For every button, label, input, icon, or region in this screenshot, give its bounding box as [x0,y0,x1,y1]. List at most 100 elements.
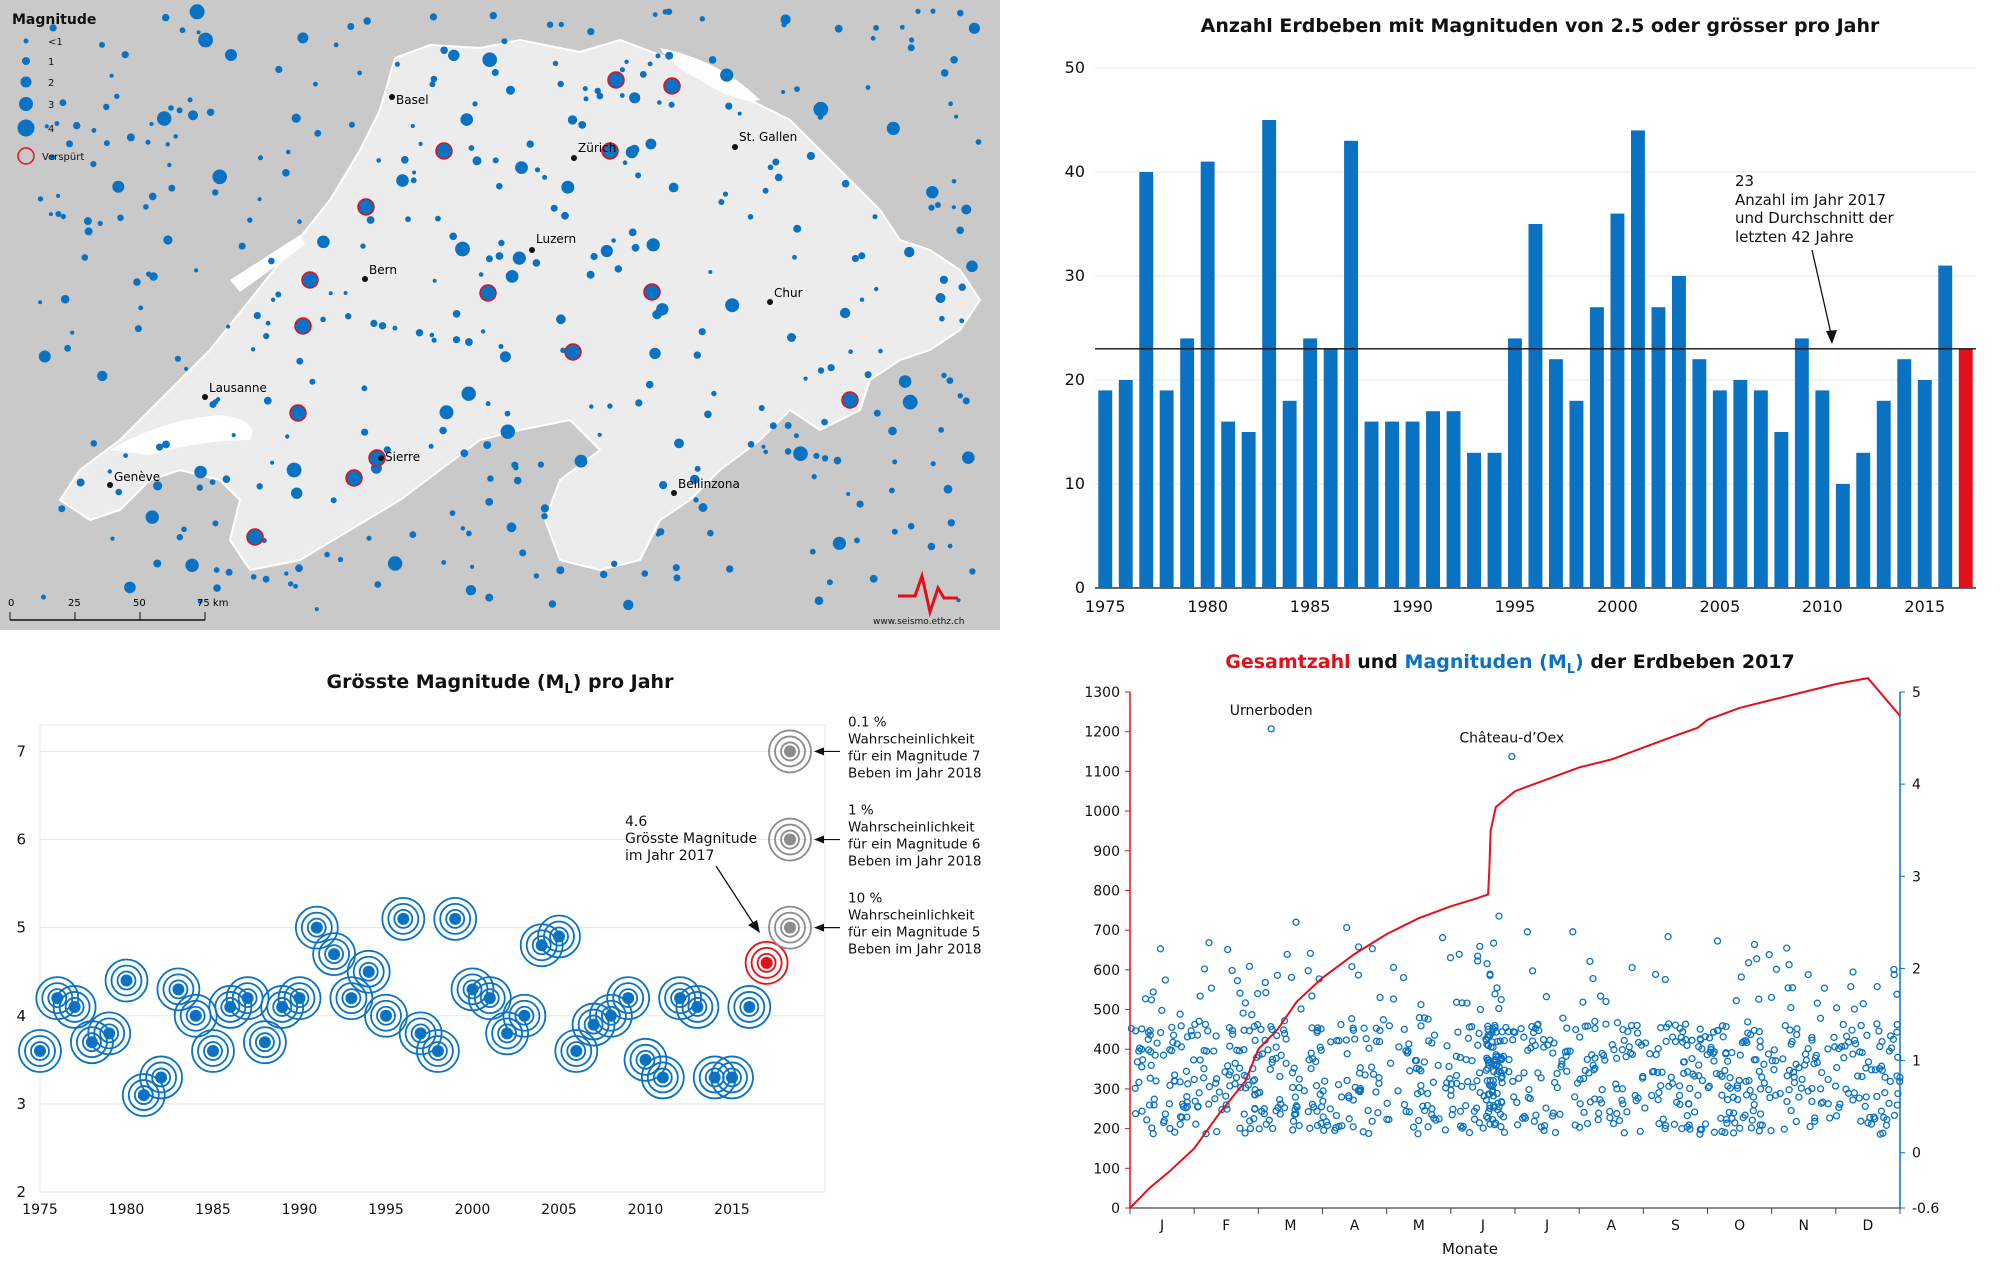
map-earthquake-dot [561,180,575,194]
tl-magnitude-dot [1472,1104,1481,1112]
map-earthquake-dot [645,138,657,150]
timeline-2017-chart-panel: Gesamtzahl und Magnituden (ML) der Erdbe… [1000,630,2000,1259]
map-earthquake-dot [873,25,879,31]
mag-annotation-line-1: Grösste Magnitude [625,831,757,847]
map-earthquake-dot [430,75,438,83]
tl-magnitude-dot [1417,1000,1425,1009]
map-earthquake-dot [314,129,322,137]
tl-magnitude-dot [1531,1024,1540,1033]
tl-magnitude-dot [1489,1101,1498,1110]
tl-magnitude-dot [1783,1097,1791,1106]
map-earthquake-dot [939,275,949,284]
tl-magnitude-dot [1613,1110,1621,1118]
tl-magnitude-dot [1201,1020,1210,1029]
map-earthquake-dot [194,465,207,479]
tl-magnitude-dot [1576,1100,1584,1108]
tl-magnitude-dot [1215,1088,1224,1096]
map-earthquake-dot [115,488,122,496]
tl-magnitude-dot [1464,1034,1473,1042]
tl-magnitude-dot [1237,1083,1245,1092]
map-earthquake-dot [480,329,486,334]
tl-magnitude-dot [1483,960,1491,968]
map-earthquake-dot [38,300,43,305]
tl-magnitude-dot [1313,1028,1321,1036]
mag-point-1982 [139,1055,184,1100]
map-earthquake-dot [250,347,256,352]
map-earthquake-dot [792,254,797,260]
bar-ytick-label: 40 [1065,162,1085,181]
map-earthquake-dot [410,123,415,129]
tl-magnitude-dot [1354,943,1363,951]
tl-magnitude-dot [1333,1036,1341,1045]
tl-magnitude-dot [1268,1058,1276,1067]
map-earthquake-dot [174,355,181,362]
tl-magnitude-dot [1594,1116,1602,1124]
map-earthquake-dot [429,81,436,88]
tl-magnitude-dot [1716,1070,1724,1079]
city-sierre: Sierre [385,450,420,464]
map-earthquake-dot [672,564,680,572]
bar-1996 [1528,224,1543,588]
tl-magnitude-dot [1729,1093,1738,1101]
tl-magnitude-dot [1249,1077,1257,1085]
tl-magnitude-dot [1881,1073,1889,1081]
tl-magnitude-dot [1430,1114,1438,1122]
map-earthquake-dot [611,560,618,567]
tl-magnitude-dot [1485,1090,1494,1098]
bar-1977 [1139,172,1154,588]
tl-magnitude-dot [1291,1093,1300,1101]
tl-magnitude-dot [1496,1037,1504,1045]
tl-magnitude-dot [1804,1087,1812,1095]
tl-magnitude-dot [1710,1057,1718,1065]
tl-magnitude-dot [1205,1083,1214,1091]
mag-point-1996 [381,896,426,941]
tl-magnitude-dot [1499,1113,1508,1121]
tl-magnitude-dot [1826,1114,1834,1122]
tl-magnitude-dot [1830,1033,1838,1042]
tl-left-tick-label: 0 [1111,1201,1120,1217]
tl-left-tick-label: 200 [1093,1122,1120,1138]
tl-magnitude-dot [1312,1057,1320,1066]
tl-magnitude-dot [1595,1109,1603,1117]
tl-magnitude-dot [1876,1130,1884,1138]
tl-magnitude-dot [1240,1026,1248,1034]
tl-magnitude-dot [1304,1108,1312,1116]
tl-month-label: A [1350,1218,1360,1234]
tl-magnitude-dot [1229,1030,1237,1038]
tl-magnitude-dot [1486,971,1494,980]
map-earthquake-dot [959,318,965,324]
map-earthquake-dot [934,202,941,208]
tl-magnitude-dot [1679,1028,1687,1036]
mag-annotation-line-0: 4.6 [625,814,647,830]
map-earthquake-dot [619,67,626,73]
tl-magnitude-dot [1749,1093,1758,1101]
tl-left-tick-label: 400 [1093,1042,1120,1058]
tl-magnitude-dot [1588,1051,1596,1059]
map-earthquake-dot [839,307,851,319]
bar-1976 [1118,380,1133,588]
tl-magnitude-dot [1196,992,1204,1000]
tl-magnitude-dot [1877,1062,1886,1070]
bar-2005 [1712,390,1727,588]
mag-point-1993 [329,976,374,1021]
map-earthquake-dot [969,568,976,575]
map-earthquake-dot [189,4,205,20]
tl-magnitude-dot [1808,1033,1816,1042]
tl-magnitude-dot [1458,999,1466,1007]
tl-magnitude-dot [1770,1066,1778,1074]
tl-magnitude-dot [1824,1075,1832,1084]
tl-magnitude-dot [1801,1050,1810,1058]
tl-magnitude-dot [1264,1046,1272,1054]
bar-2006 [1733,380,1748,588]
map-earthquake-dot [594,87,601,95]
tl-magnitude-dot [1248,1011,1256,1019]
tl-magnitude-dot [1354,971,1363,979]
tl-month-label: J [1544,1218,1549,1234]
tl-magnitude-dot [1849,968,1857,976]
tl-magnitude-dot [1482,1096,1490,1104]
map-earthquake-dot [761,444,766,449]
tl-magnitude-dot [1620,1129,1628,1137]
map-earthquake-dot [784,448,792,455]
map-earthquake-dot [641,570,649,577]
tl-left-tick-label: 1300 [1084,685,1120,701]
